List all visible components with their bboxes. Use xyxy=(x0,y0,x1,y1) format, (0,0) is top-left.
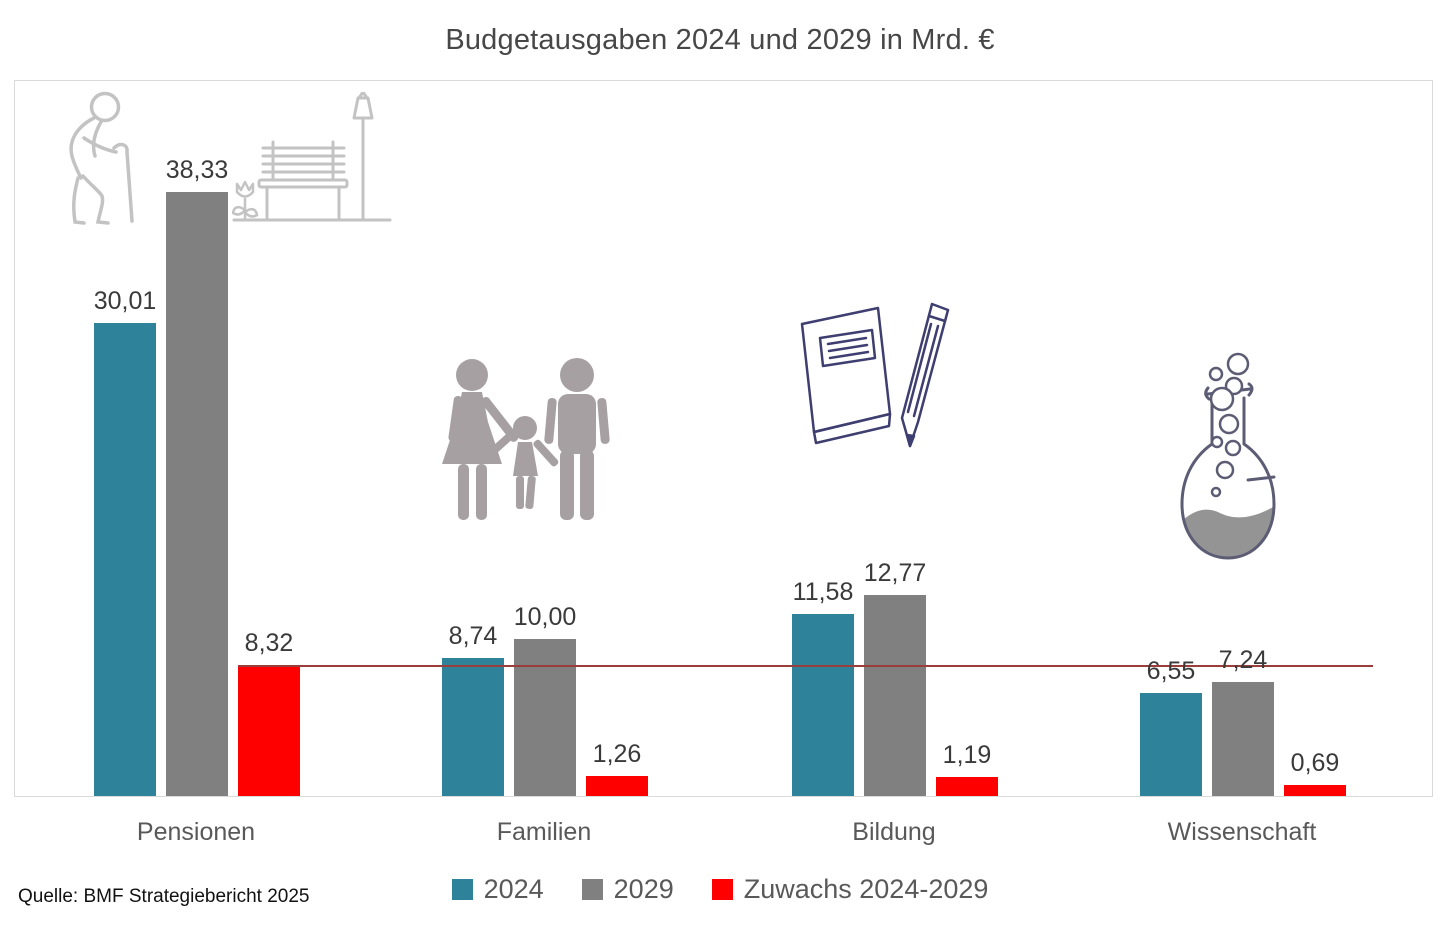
mother-figure xyxy=(442,359,519,520)
bar-value-label: 0,69 xyxy=(1290,749,1340,777)
legend-label: Zuwachs 2024-2029 xyxy=(743,874,989,904)
education-icons xyxy=(780,296,970,476)
bar-value-label: 30,01 xyxy=(93,287,157,315)
flask-icon xyxy=(1172,352,1284,572)
legend-item-2024: 2024 xyxy=(451,874,544,905)
chart-title: Budgetausgaben 2024 und 2029 in Mrd. € xyxy=(445,24,995,56)
bar-value-label: 6,55 xyxy=(1146,657,1196,685)
legend: 2024 2029 Zuwachs 2024-2029 xyxy=(0,874,1440,905)
category-label-wissenschaft: Wissenschaft xyxy=(1167,818,1317,846)
threshold-line xyxy=(238,665,1373,667)
pencil-icon xyxy=(900,302,950,448)
bar-value-label: 8,74 xyxy=(448,622,498,650)
flask-liquid xyxy=(1183,507,1273,557)
bar-value-label: 8,32 xyxy=(244,629,294,657)
bar-2029-pensionen xyxy=(166,192,228,796)
park-bench-icon xyxy=(257,140,349,220)
source-note: Quelle: BMF Strategiebericht 2025 xyxy=(18,886,310,907)
flower-icon xyxy=(231,180,259,221)
bar-value-label: 11,58 xyxy=(792,578,854,606)
bar-value-label: 1,19 xyxy=(942,741,992,769)
child-figure xyxy=(489,416,559,509)
legend-label: 2029 xyxy=(613,874,674,904)
bar-zuwachs-2024-2029-pensionen xyxy=(238,665,300,796)
bar-zuwachs-2024-2029-wissenschaft xyxy=(1284,785,1346,796)
legend-item-zuwachs-2024-2029: Zuwachs 2024-2029 xyxy=(711,874,989,905)
bubbles xyxy=(1208,352,1250,498)
bar-2029-wissenschaft xyxy=(1212,682,1274,796)
bar-2029-familien xyxy=(514,639,576,796)
bar-2024-familien xyxy=(442,658,504,796)
legend-label: 2024 xyxy=(483,874,544,904)
notebook-icon xyxy=(800,306,892,445)
bar-value-label: 12,77 xyxy=(863,559,927,587)
category-label-familien: Familien xyxy=(496,818,592,846)
bar-zuwachs-2024-2029-bildung xyxy=(936,777,998,796)
street-lamp-icon xyxy=(352,90,374,221)
legend-swatch xyxy=(711,879,733,900)
bar-value-label: 38,33 xyxy=(165,156,229,184)
bar-value-label: 1,26 xyxy=(592,740,642,768)
legend-swatch xyxy=(581,879,603,900)
bar-zuwachs-2024-2029-familien xyxy=(586,776,648,796)
bar-value-label: 7,24 xyxy=(1218,646,1268,674)
father-figure xyxy=(544,358,610,520)
category-label-pensionen: Pensionen xyxy=(136,818,256,846)
legend-swatch xyxy=(451,879,473,900)
park-scene xyxy=(231,90,392,232)
bar-2029-bildung xyxy=(864,595,926,796)
bar-2024-bildung xyxy=(792,614,854,796)
bar-2024-pensionen xyxy=(94,323,156,796)
plot-area: 30,01 38,33 8,32 8,74 10,00 1,26 11,58 12,77 1,1… xyxy=(14,80,1433,797)
bar-value-label: 10,00 xyxy=(513,603,577,631)
legend-item-2029: 2029 xyxy=(581,874,674,905)
bar-2024-wissenschaft xyxy=(1140,693,1202,796)
category-axis: Pensionen Familien Bildung Wissenschaft xyxy=(0,818,1440,854)
elderly-person-icon xyxy=(48,90,153,235)
category-label-bildung: Bildung xyxy=(852,818,936,846)
family-icon xyxy=(436,348,618,533)
